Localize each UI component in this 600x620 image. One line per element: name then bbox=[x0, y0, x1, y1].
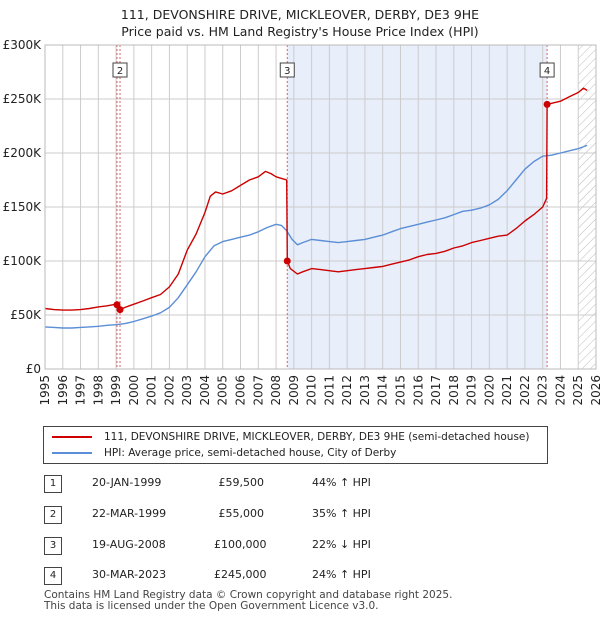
x-tick-label: 2004 bbox=[198, 375, 212, 406]
x-tick-label: 2005 bbox=[216, 375, 230, 406]
row-hpi-change: 22% ↓ HPI bbox=[312, 538, 371, 551]
y-tick-label: £150K bbox=[3, 200, 43, 214]
sale-marker-box bbox=[279, 62, 295, 78]
x-tick-label: 1997 bbox=[74, 375, 88, 406]
price-chart: £0 £50K £100K £150K £200K £250K £300K 1995 1996 1… bbox=[3, 38, 600, 406]
table-row: 2 22-MAR-1999 £55,000 35% ↑ HPI bbox=[44, 505, 494, 525]
legend-label-hpi: HPI: Average price, semi-detached house,… bbox=[104, 447, 397, 459]
chart-title: 111, DEVONSHIRE DRIVE, MICKLEOVER, DERBY… bbox=[120, 7, 480, 22]
x-tick-label: 2017 bbox=[429, 375, 443, 406]
x-tick-label: 2013 bbox=[358, 375, 372, 406]
sale-marker-number: 2 bbox=[117, 66, 123, 77]
y-tick-label: £100K bbox=[3, 254, 43, 268]
y-tick-label: £250K bbox=[3, 92, 43, 106]
sale-marker-label: 4 bbox=[539, 62, 555, 78]
y-tick-label: £0 bbox=[26, 362, 41, 376]
row-price: £245,000 bbox=[214, 568, 267, 581]
x-tick-label: 2007 bbox=[251, 375, 265, 406]
row-price: £100,000 bbox=[214, 538, 267, 551]
row-date: 20-JAN-1999 bbox=[92, 476, 162, 489]
sale-point bbox=[283, 257, 291, 265]
x-tick-label: 2022 bbox=[518, 375, 532, 406]
legend-label-property: 111, DEVONSHIRE DRIVE, MICKLEOVER, DERBY… bbox=[104, 431, 530, 443]
x-tick-label: 2002 bbox=[162, 375, 176, 406]
x-tick-label: 2019 bbox=[465, 375, 479, 406]
row-hpi-change: 35% ↑ HPI bbox=[312, 507, 371, 520]
legend-line-property bbox=[52, 436, 92, 438]
row-number: 3 bbox=[44, 537, 62, 555]
sale-marker-box bbox=[112, 62, 128, 78]
sale-point bbox=[116, 306, 124, 314]
x-tick-label: 2026 bbox=[589, 375, 600, 406]
footer-attribution: Contains HM Land Registry data © Crown c… bbox=[44, 590, 452, 612]
plot-border bbox=[44, 44, 597, 370]
sale-marker-box bbox=[539, 62, 555, 78]
legend: 111, DEVONSHIRE DRIVE, MICKLEOVER, DERBY… bbox=[43, 426, 548, 464]
x-tick-label: 2020 bbox=[482, 375, 496, 406]
y-tick-label: £300K bbox=[3, 38, 43, 52]
x-tick-label: 2003 bbox=[180, 375, 194, 406]
y-tick-label: £50K bbox=[10, 308, 42, 322]
table-row: 3 19-AUG-2008 £100,000 22% ↓ HPI bbox=[44, 536, 494, 556]
x-tick-label: 2021 bbox=[500, 375, 514, 406]
row-date: 30-MAR-2023 bbox=[92, 568, 167, 581]
x-tick-label: 2023 bbox=[536, 375, 550, 406]
x-tick-label: 2009 bbox=[287, 375, 301, 406]
sale-point bbox=[543, 100, 551, 108]
row-date: 19-AUG-2008 bbox=[92, 538, 166, 551]
y-tick-label: £200K bbox=[3, 146, 43, 160]
row-date: 22-MAR-1999 bbox=[92, 507, 167, 520]
row-price: £59,500 bbox=[218, 476, 265, 489]
chart-subtitle: Price paid vs. HM Land Registry's House … bbox=[121, 24, 479, 39]
x-tick-label: 2010 bbox=[305, 375, 319, 406]
hpi-line bbox=[44, 144, 588, 329]
x-tick-label: 1995 bbox=[38, 375, 52, 406]
x-tick-label: 2024 bbox=[553, 375, 567, 406]
row-price: £55,000 bbox=[218, 507, 265, 520]
property-price-line bbox=[44, 87, 588, 311]
x-tick-label: 1998 bbox=[91, 375, 105, 406]
row-hpi-change: 44% ↑ HPI bbox=[312, 476, 371, 489]
x-tick-label: 2011 bbox=[322, 375, 336, 406]
x-tick-label: 2016 bbox=[411, 375, 425, 406]
sale-marker-label: 3 bbox=[279, 62, 295, 78]
sale-marker-number: 4 bbox=[544, 66, 550, 77]
x-tick-label: 2001 bbox=[145, 375, 159, 406]
legend-line-hpi bbox=[52, 452, 92, 454]
footer-line-1: Contains HM Land Registry data © Crown c… bbox=[44, 589, 453, 601]
table-row: 1 20-JAN-1999 £59,500 44% ↑ HPI bbox=[44, 474, 494, 494]
x-tick-label: 2014 bbox=[376, 375, 390, 406]
x-tick-label: 2025 bbox=[571, 375, 585, 406]
legend-item-hpi: HPI: Average price, semi-detached house,… bbox=[52, 445, 396, 461]
row-number: 4 bbox=[44, 567, 62, 585]
sale-marker-number: 3 bbox=[284, 66, 290, 77]
x-tick-label: 2000 bbox=[127, 375, 141, 406]
footer-line-2: This data is licensed under the Open Gov… bbox=[44, 600, 379, 612]
x-tick-label: 2008 bbox=[269, 375, 283, 406]
row-hpi-change: 24% ↑ HPI bbox=[312, 568, 371, 581]
x-tick-label: 2015 bbox=[393, 375, 407, 406]
x-tick-label: 2018 bbox=[447, 375, 461, 406]
sale-marker-label: 2 bbox=[112, 62, 128, 78]
x-tick-label: 2012 bbox=[340, 375, 354, 406]
table-row: 4 30-MAR-2023 £245,000 24% ↑ HPI bbox=[44, 566, 494, 586]
legend-item-property: 111, DEVONSHIRE DRIVE, MICKLEOVER, DERBY… bbox=[52, 429, 529, 445]
x-tick-label: 1999 bbox=[109, 375, 123, 406]
x-tick-label: 1996 bbox=[56, 375, 70, 406]
x-tick-label: 2006 bbox=[234, 375, 248, 406]
row-number: 2 bbox=[44, 506, 62, 524]
row-number: 1 bbox=[44, 475, 62, 493]
